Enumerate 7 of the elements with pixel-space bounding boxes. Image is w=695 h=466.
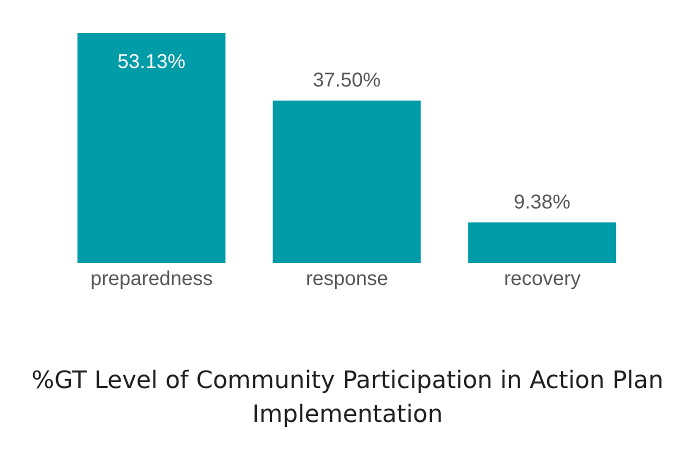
data-label: 9.38% bbox=[514, 191, 571, 214]
x-tick-label: recovery bbox=[504, 268, 581, 290]
data-label: 37.50% bbox=[312, 70, 381, 92]
text: %GT Level of Community Participation in Action Plan Implementation bbox=[30, 365, 664, 430]
x-tick-label: response bbox=[306, 268, 388, 290]
x-tick-label: preparedness bbox=[90, 268, 213, 290]
data-label: 53.13% bbox=[118, 51, 186, 73]
